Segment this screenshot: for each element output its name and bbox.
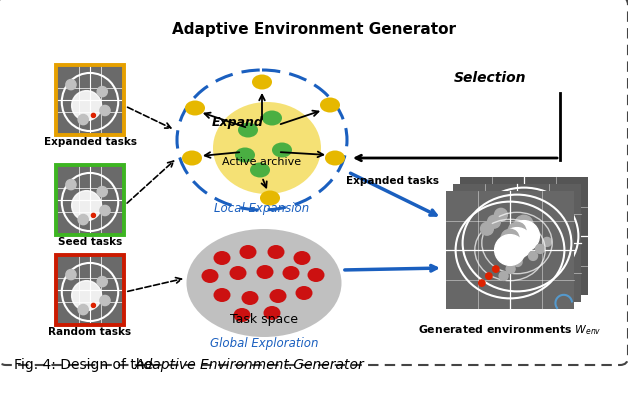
Circle shape (66, 269, 76, 280)
Circle shape (66, 180, 76, 190)
Ellipse shape (308, 268, 325, 282)
Ellipse shape (264, 306, 281, 320)
Ellipse shape (296, 286, 313, 300)
Circle shape (97, 87, 107, 97)
Text: Fig. 4: Design of the: Fig. 4: Design of the (14, 358, 158, 372)
Circle shape (78, 305, 89, 315)
Circle shape (100, 106, 110, 115)
Text: Expand: Expand (212, 115, 264, 128)
Circle shape (72, 281, 102, 310)
Ellipse shape (235, 147, 255, 162)
Circle shape (91, 303, 95, 307)
Circle shape (502, 228, 533, 258)
Bar (56, 65, 124, 135)
Text: Generated environments $W_{env}$: Generated environments $W_{env}$ (418, 323, 602, 337)
Ellipse shape (185, 100, 205, 115)
Circle shape (509, 221, 539, 251)
Text: Selection: Selection (454, 71, 526, 85)
Ellipse shape (293, 251, 310, 265)
Ellipse shape (213, 102, 321, 194)
Bar (56, 165, 124, 235)
Ellipse shape (256, 265, 274, 279)
Circle shape (543, 238, 551, 246)
Text: Seed tasks: Seed tasks (58, 237, 122, 247)
Ellipse shape (214, 251, 230, 265)
Ellipse shape (283, 266, 300, 280)
Circle shape (529, 251, 538, 260)
Circle shape (495, 208, 507, 221)
Circle shape (97, 186, 107, 197)
Ellipse shape (325, 151, 345, 165)
Bar (460, 177, 588, 295)
Ellipse shape (268, 245, 284, 259)
Circle shape (78, 214, 89, 225)
Text: Random tasks: Random tasks (48, 327, 131, 337)
Ellipse shape (242, 291, 259, 305)
Text: Local Expansion: Local Expansion (214, 202, 310, 215)
Text: Task space: Task space (230, 314, 298, 327)
Text: Expanded tasks: Expanded tasks (43, 137, 136, 147)
Ellipse shape (252, 74, 272, 89)
Circle shape (72, 191, 102, 221)
Text: Active archive: Active archive (222, 157, 301, 167)
Text: Adaptive Environment Generator: Adaptive Environment Generator (135, 358, 365, 372)
Circle shape (72, 91, 102, 121)
Circle shape (495, 235, 526, 266)
Circle shape (501, 229, 519, 247)
Ellipse shape (234, 308, 251, 322)
Ellipse shape (214, 288, 230, 302)
Circle shape (487, 216, 501, 228)
Circle shape (499, 271, 508, 281)
Ellipse shape (320, 97, 340, 113)
Ellipse shape (272, 143, 292, 158)
Circle shape (91, 113, 95, 117)
Bar (446, 191, 574, 309)
Circle shape (480, 222, 494, 235)
Ellipse shape (187, 229, 342, 337)
Ellipse shape (182, 151, 202, 165)
Bar (56, 255, 124, 325)
Ellipse shape (239, 245, 256, 259)
Ellipse shape (262, 110, 282, 126)
Circle shape (100, 296, 110, 306)
Circle shape (100, 205, 110, 216)
Circle shape (479, 280, 485, 286)
Ellipse shape (260, 191, 280, 206)
Bar (56, 165, 124, 235)
Circle shape (508, 222, 526, 240)
Ellipse shape (202, 269, 219, 283)
Circle shape (536, 244, 544, 253)
Circle shape (66, 80, 76, 90)
Circle shape (485, 273, 492, 279)
Circle shape (506, 264, 515, 273)
Circle shape (97, 277, 107, 287)
Bar (56, 255, 124, 325)
Ellipse shape (229, 266, 247, 280)
Circle shape (492, 266, 499, 272)
Text: Adaptive Environment Generator: Adaptive Environment Generator (172, 22, 456, 37)
Ellipse shape (238, 123, 258, 138)
Ellipse shape (250, 162, 270, 178)
FancyBboxPatch shape (0, 0, 628, 365)
Ellipse shape (269, 289, 286, 303)
Circle shape (78, 115, 89, 125)
Circle shape (513, 258, 522, 266)
Circle shape (515, 215, 533, 233)
Bar (56, 65, 124, 135)
Circle shape (91, 214, 95, 217)
Text: Global Exploration: Global Exploration (210, 337, 318, 350)
Bar (453, 184, 581, 302)
Text: Expanded tasks: Expanded tasks (345, 176, 438, 186)
Text: .: . (288, 358, 292, 372)
